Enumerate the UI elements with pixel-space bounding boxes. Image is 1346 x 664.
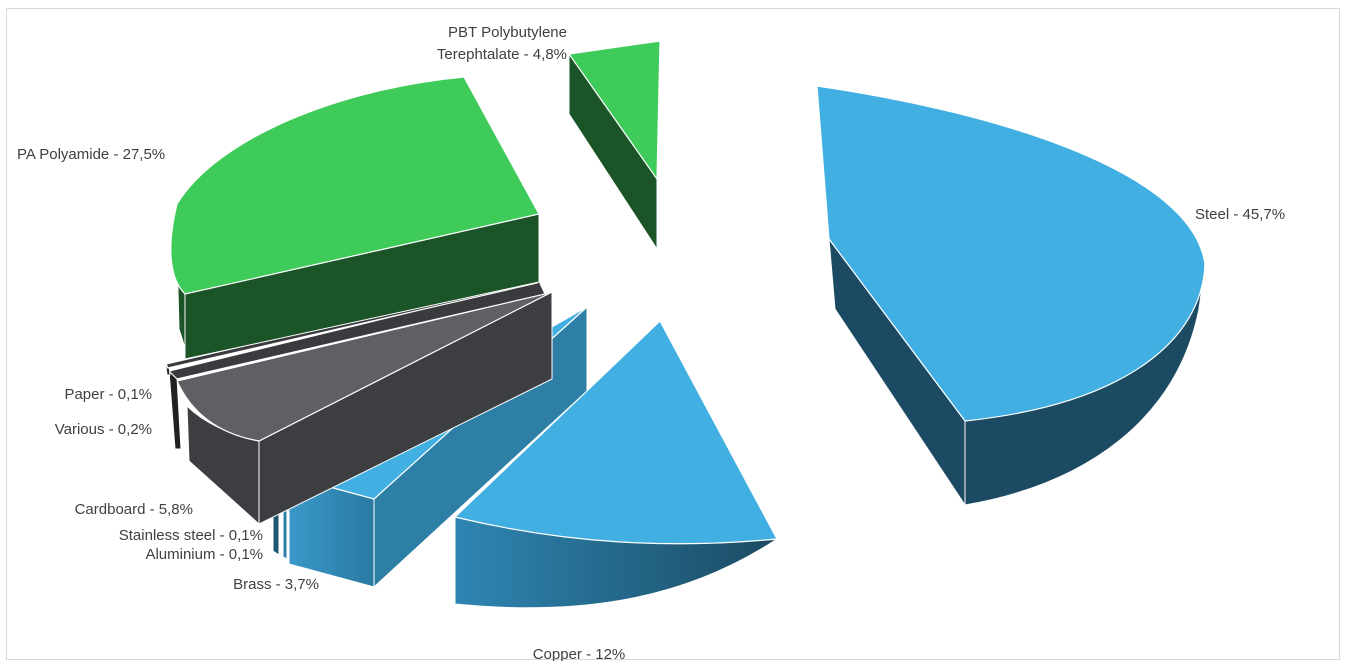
slice-various bbox=[167, 280, 546, 450]
slice-copper-top bbox=[453, 320, 778, 545]
data-label-pbt-polybutylene-terephtalate-line2: Terephtalate - 4,8% bbox=[437, 46, 567, 63]
data-label-aluminium: Aluminium - 0,1% bbox=[145, 546, 263, 563]
slice-cardboard bbox=[176, 291, 553, 526]
data-label-steel: Steel - 45,7% bbox=[1195, 206, 1285, 223]
data-label-copper: Copper - 12% bbox=[533, 646, 626, 661]
slice-cardboard-top bbox=[176, 291, 553, 442]
data-label-various: Various - 0,2% bbox=[55, 421, 152, 438]
data-label-cardboard: Cardboard - 5,8% bbox=[75, 501, 193, 518]
slice-copper bbox=[453, 320, 779, 609]
slice-pbt-polybutylene-terephtalate bbox=[567, 40, 661, 251]
slice-pa-polyamide-top bbox=[170, 76, 540, 295]
slice-steel-top bbox=[816, 85, 1206, 422]
pie-chart: Steel - 45,7% Copper - 12% Brass - 3,7% Alu… bbox=[17, 24, 1285, 661]
data-label-pa-polyamide: PA Polyamide - 27,5% bbox=[17, 146, 165, 163]
pie-labels: Steel - 45,7% Copper - 12% Brass - 3,7% Alu… bbox=[17, 24, 1285, 661]
slice-pa-polyamide bbox=[170, 76, 540, 360]
data-label-paper: Paper - 0,1% bbox=[64, 386, 152, 403]
slice-steel bbox=[816, 85, 1206, 507]
slice-pbt-polybutylene-terephtalate-top bbox=[567, 40, 661, 181]
data-label-stainless-steel: Stainless steel - 0,1% bbox=[119, 527, 263, 544]
data-label-pbt-polybutylene-terephtalate-line1: PBT Polybutylene bbox=[448, 24, 567, 41]
chart-area: Steel - 45,7% Copper - 12% Brass - 3,7% Alu… bbox=[6, 8, 1340, 661]
data-label-brass: Brass - 3,7% bbox=[233, 576, 319, 593]
pie-slices bbox=[165, 40, 1206, 609]
